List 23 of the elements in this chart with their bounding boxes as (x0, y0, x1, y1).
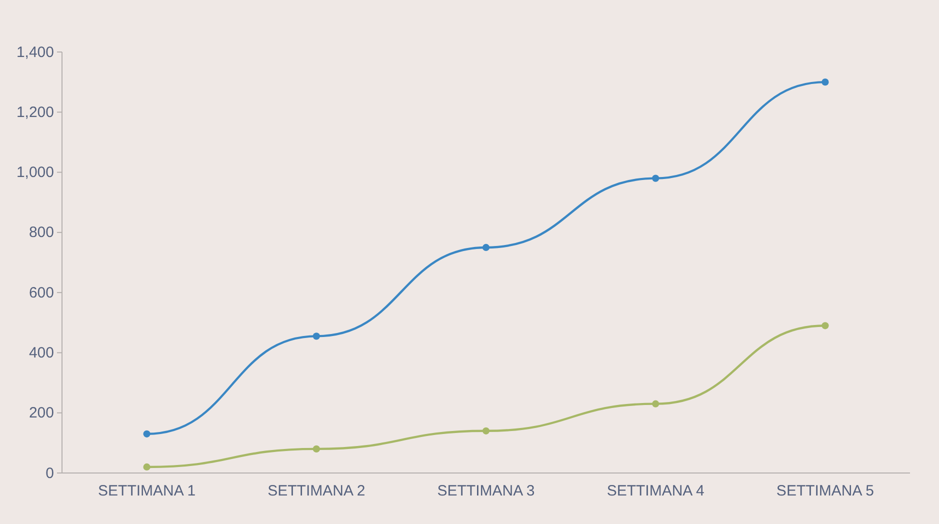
x-tick-label: SETTIMANA 3 (437, 482, 535, 500)
x-tick-label: SETTIMANA 5 (776, 482, 874, 500)
y-tick-label: 1,200 (16, 104, 54, 121)
point (652, 174, 660, 182)
point (652, 400, 660, 408)
x-tick-label: SETTIMANA 2 (268, 482, 366, 500)
y-tick-label: 1,000 (16, 164, 54, 182)
y-tick-label: 200 (28, 404, 54, 422)
point (482, 244, 490, 252)
y-tick-label: 400 (28, 344, 54, 362)
point (822, 78, 829, 86)
point (143, 463, 150, 471)
point (312, 445, 320, 453)
y-tick-label: 600 (28, 284, 54, 302)
point (143, 430, 150, 438)
y-tick-label: 800 (28, 224, 54, 242)
x-tick-label: SETTIMANA 4 (606, 482, 704, 500)
point (482, 427, 490, 434)
y-tick-label: 0 (46, 464, 54, 482)
x-tick-label: SETTIMANA 1 (98, 482, 196, 500)
point (312, 332, 320, 340)
point (822, 322, 829, 330)
y-tick-label: 1,400 (16, 44, 54, 61)
